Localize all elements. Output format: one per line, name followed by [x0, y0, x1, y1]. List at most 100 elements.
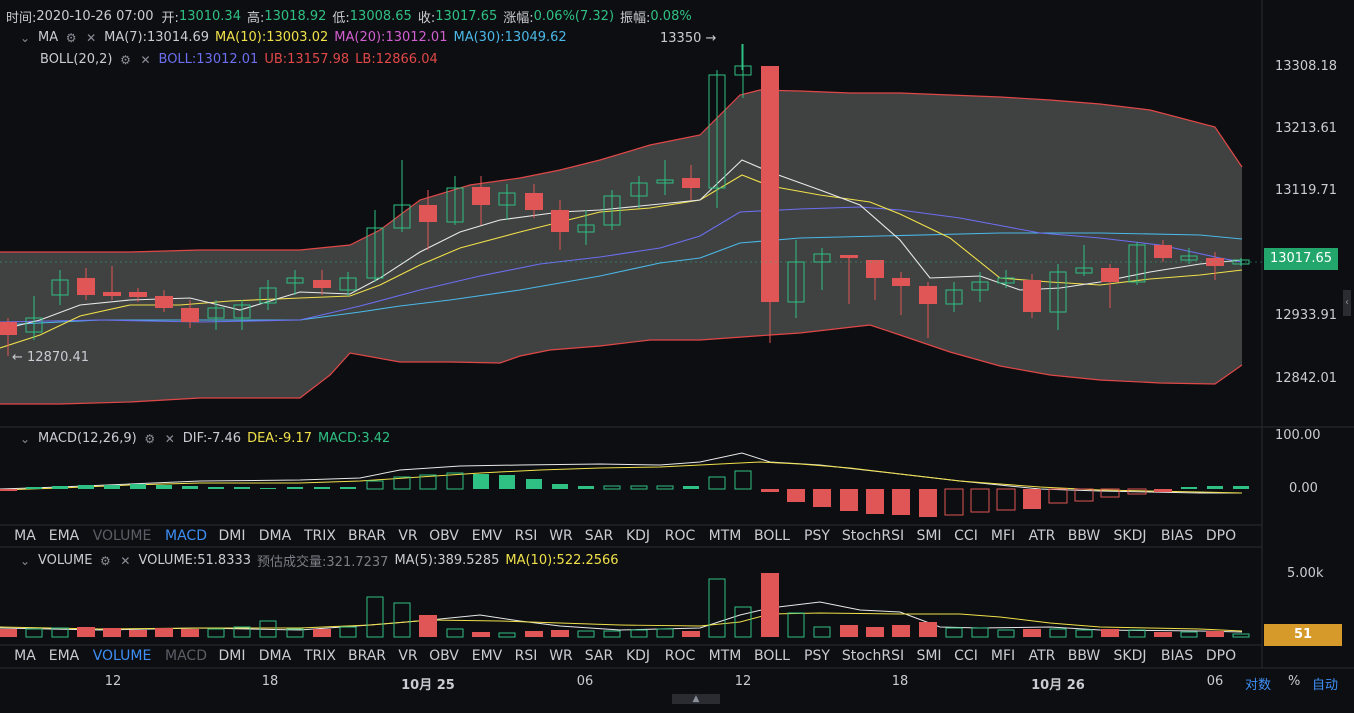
indicator-tab-ma[interactable]: MA — [14, 648, 36, 664]
macd-histogram-bar — [944, 488, 964, 516]
volume-bar — [997, 629, 1015, 638]
candle-body-up — [366, 227, 384, 279]
indicator-tab-macd[interactable]: MACD — [165, 528, 207, 544]
indicator-tab-bbw[interactable]: BBW — [1067, 528, 1101, 544]
indicator-tab-volume[interactable]: VOLUME — [92, 648, 152, 664]
macd-histogram-bar — [0, 489, 17, 491]
log-scale-toggle[interactable]: 对数 — [1245, 678, 1272, 693]
candle-body-down — [892, 278, 910, 286]
indicator-tab-wr[interactable]: WR — [549, 528, 573, 544]
indicator-tab-roc[interactable]: ROC — [664, 648, 696, 664]
indicator-tab-bias[interactable]: BIAS — [1160, 648, 1194, 664]
indicator-tab-trix[interactable]: TRIX — [304, 648, 336, 664]
close-icon[interactable]: ✕ — [140, 52, 151, 67]
indicator-tab-brar[interactable]: BRAR — [347, 528, 387, 544]
candle-body-up — [1232, 259, 1250, 265]
candle-body-up — [25, 317, 43, 333]
indicator-tab-sar[interactable]: SAR — [584, 528, 614, 544]
candle-body-up — [498, 192, 516, 206]
indicator-tab-kdj[interactable]: KDJ — [625, 528, 651, 544]
percent-scale-toggle[interactable]: % — [1288, 674, 1301, 689]
indicator-tab-ma[interactable]: MA — [14, 528, 36, 544]
candle-body-up — [393, 204, 411, 229]
indicator-tab-kdj[interactable]: KDJ — [625, 648, 651, 664]
indicator-tab-roc[interactable]: ROC — [664, 528, 696, 544]
indicator-tab-emv[interactable]: EMV — [471, 528, 503, 544]
low-marker-label: ← 12870.41 — [12, 350, 90, 365]
price-axis-label: 12933.91 — [1275, 308, 1338, 323]
indicator-tab-vr[interactable]: VR — [398, 648, 418, 664]
indicator-tab-dma[interactable]: DMA — [258, 528, 292, 544]
indicator-tab-mtm[interactable]: MTM — [708, 648, 742, 664]
settings-gear-icon[interactable]: ⚙ — [120, 52, 131, 67]
settings-gear-icon[interactable]: ⚙ — [144, 431, 156, 446]
candle-body-up — [708, 74, 726, 189]
indicator-tab-ema[interactable]: EMA — [48, 648, 80, 664]
close-icon[interactable]: ✕ — [120, 553, 131, 568]
ma20-line — [0, 206, 1243, 323]
indicator-tab-vr[interactable]: VR — [398, 528, 418, 544]
volume-bar — [0, 629, 17, 637]
indicator-tab-psy[interactable]: PSY — [804, 648, 830, 664]
expand-panel-handle[interactable]: ▲ — [672, 694, 720, 704]
settings-gear-icon[interactable]: ⚙ — [65, 30, 77, 45]
indicator-tab-cci[interactable]: CCI — [954, 528, 978, 544]
boll-ub-value: UB:13157.98 — [264, 52, 350, 67]
scroll-handle[interactable]: ‹ — [1343, 290, 1351, 316]
macd-histogram-bar — [156, 485, 172, 489]
indicator-tab-atr[interactable]: ATR — [1028, 528, 1056, 544]
collapse-chevron-icon[interactable]: ⌄ — [19, 30, 31, 45]
indicator-tab-cci[interactable]: CCI — [954, 648, 978, 664]
indicator-tab-obv[interactable]: OBV — [429, 528, 459, 544]
collapse-chevron-icon[interactable]: ⌄ — [19, 431, 31, 446]
close-icon[interactable]: ✕ — [164, 431, 175, 446]
candle-body-down — [181, 308, 199, 322]
candle-body-up — [577, 224, 595, 233]
macd-histogram-bar — [419, 474, 437, 490]
indicator-tab-obv[interactable]: OBV — [429, 648, 459, 664]
indicator-tab-mfi[interactable]: MFI — [990, 648, 1016, 664]
indicator-tab-boll[interactable]: BOLL — [754, 648, 790, 664]
indicator-tab-emv[interactable]: EMV — [471, 648, 503, 664]
collapse-chevron-icon[interactable]: ⌄ — [19, 553, 31, 568]
change-label: 涨幅: — [503, 11, 534, 26]
indicator-tab-bbw[interactable]: BBW — [1067, 648, 1101, 664]
indicator-tab-macd[interactable]: MACD — [165, 648, 207, 664]
time-axis-label: 10月 26 — [1031, 678, 1085, 693]
indicator-tab-smi[interactable]: SMI — [916, 648, 942, 664]
indicator-tab-rsi[interactable]: RSI — [514, 648, 538, 664]
indicator-tab-mfi[interactable]: MFI — [990, 528, 1016, 544]
indicator-tab-dmi[interactable]: DMI — [218, 648, 246, 664]
indicator-tab-bias[interactable]: BIAS — [1160, 528, 1194, 544]
indicator-tab-dpo[interactable]: DPO — [1205, 648, 1237, 664]
indicator-tab-dpo[interactable]: DPO — [1205, 528, 1237, 544]
indicator-tab-stochrsi[interactable]: StochRSI — [841, 648, 905, 664]
macd-histogram-bar — [104, 485, 120, 489]
indicator-tab-mtm[interactable]: MTM — [708, 528, 742, 544]
indicator-tab-smi[interactable]: SMI — [916, 528, 942, 544]
close-icon[interactable]: ✕ — [86, 30, 97, 45]
macd-dea-value: DEA:-9.17 — [247, 431, 312, 446]
indicator-tab-brar[interactable]: BRAR — [347, 648, 387, 664]
volume-bar — [761, 573, 779, 637]
ohlc-header: 时间: 2020-10-26 07:00 开: 13010.34 高: 1301… — [6, 7, 692, 26]
indicator-tab-boll[interactable]: BOLL — [754, 528, 790, 544]
indicator-tab-dmi[interactable]: DMI — [218, 528, 246, 544]
indicator-tab-psy[interactable]: PSY — [804, 528, 830, 544]
indicator-tab-dma[interactable]: DMA — [258, 648, 292, 664]
indicator-tab-skdj[interactable]: SKDJ — [1113, 528, 1147, 544]
indicator-tab-rsi[interactable]: RSI — [514, 528, 538, 544]
settings-gear-icon[interactable]: ⚙ — [100, 553, 111, 568]
indicator-tab-volume[interactable]: VOLUME — [92, 528, 152, 544]
indicator-tab-wr[interactable]: WR — [549, 648, 573, 664]
macd-histogram-bar — [761, 489, 779, 492]
boll-mid-value: BOLL:13012.01 — [158, 52, 259, 67]
indicator-tab-ema[interactable]: EMA — [48, 528, 80, 544]
indicator-tab-trix[interactable]: TRIX — [304, 528, 336, 544]
indicator-tab-stochrsi[interactable]: StochRSI — [841, 528, 905, 544]
indicator-tab-atr[interactable]: ATR — [1028, 648, 1056, 664]
auto-scale-toggle[interactable]: 自动 — [1312, 678, 1339, 693]
indicator-tab-skdj[interactable]: SKDJ — [1113, 648, 1147, 664]
indicator-tab-sar[interactable]: SAR — [584, 648, 614, 664]
